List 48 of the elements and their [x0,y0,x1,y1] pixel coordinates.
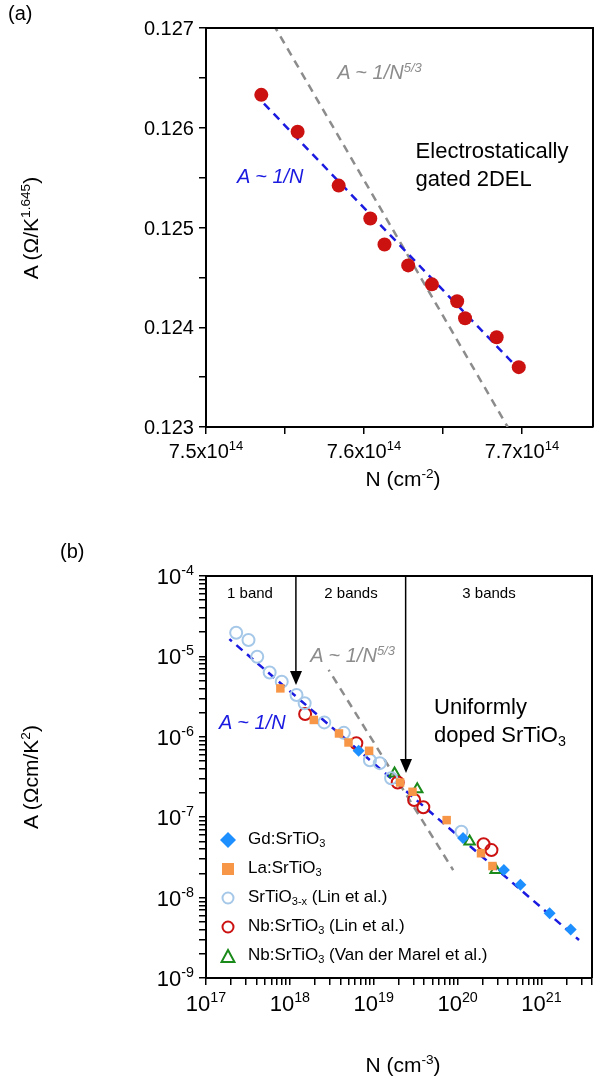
x-tick-label: 7.5x10$^{14}$ [168,438,244,462]
y-tick-label: 10$^{-5}$ [156,642,194,670]
legend-label: Gd:SrTiO$_{3}$ [248,829,326,850]
y-tick-label: 0.124 [143,316,194,339]
annotation: 2 bands [324,583,378,603]
y-tick-label: 10$^{-4}$ [156,562,194,589]
point [331,178,346,193]
x-tick-label: 10$^{17}$ [185,989,227,1016]
y-tick-label: 10$^{-6}$ [156,722,194,750]
point [254,87,269,102]
x-tick-label: 10$^{19}$ [353,989,394,1016]
series-label: A ~ 1/N$^{5/3}$ [310,642,395,667]
series-label: A ~ 1/N [237,164,304,187]
point [290,124,305,139]
point [458,311,473,326]
x-tick-label: 10$^{18}$ [269,989,311,1016]
y-tick-label: 10$^{-8}$ [156,883,194,911]
text: (a) [8,1,33,24]
annotation: 3 bands [462,583,516,603]
series-label: A ~ 1/N$^{5/3}$ [337,59,422,84]
point [363,211,378,226]
legend-label: Nb:SrTiO$_{3}$ (Van der Marel et al.) [248,945,488,966]
chart-title: (b) [60,539,85,562]
point [424,277,439,292]
legend-label: Nb:SrTiO$_{3}$ (Lin et al.) [248,916,405,937]
annotation: 1 band [227,583,273,603]
annotation: Electrostatically gated 2DEL [415,136,569,192]
x-axis-title: N (cm$^{-3}$) [365,1052,441,1077]
point [450,294,465,309]
legend-label: SrTiO$_{3-x}$ (Lin et al.) [248,887,388,908]
point [377,237,392,252]
y-tick-label: 10$^{-9}$ [156,964,194,991]
series-label: A ~ 1/N [219,711,286,734]
y-tick-label: 10$^{-7}$ [156,803,194,831]
point [401,258,416,273]
y-tick-label: 0.123 [143,416,194,438]
legend-label: La:SrTiO$_{3}$ [248,858,322,879]
y-tick-label: 0.126 [143,116,194,139]
x-axis-title: N (cm$^{-2}$) [365,466,441,491]
annotation: Uniformly doped SrTiO$_{3}$ [434,693,566,751]
x-tick-label: 7.6x10$^{14}$ [326,438,402,462]
x-tick-label: 7.7x10$^{14}$ [484,438,560,462]
y-tick-label: 0.125 [143,216,194,239]
point [511,360,526,375]
point [489,330,504,345]
x-tick-label: 10$^{20}$ [437,989,478,1016]
x-tick-label: 10$^{21}$ [521,989,562,1016]
y-tick-label: 0.127 [143,17,194,39]
